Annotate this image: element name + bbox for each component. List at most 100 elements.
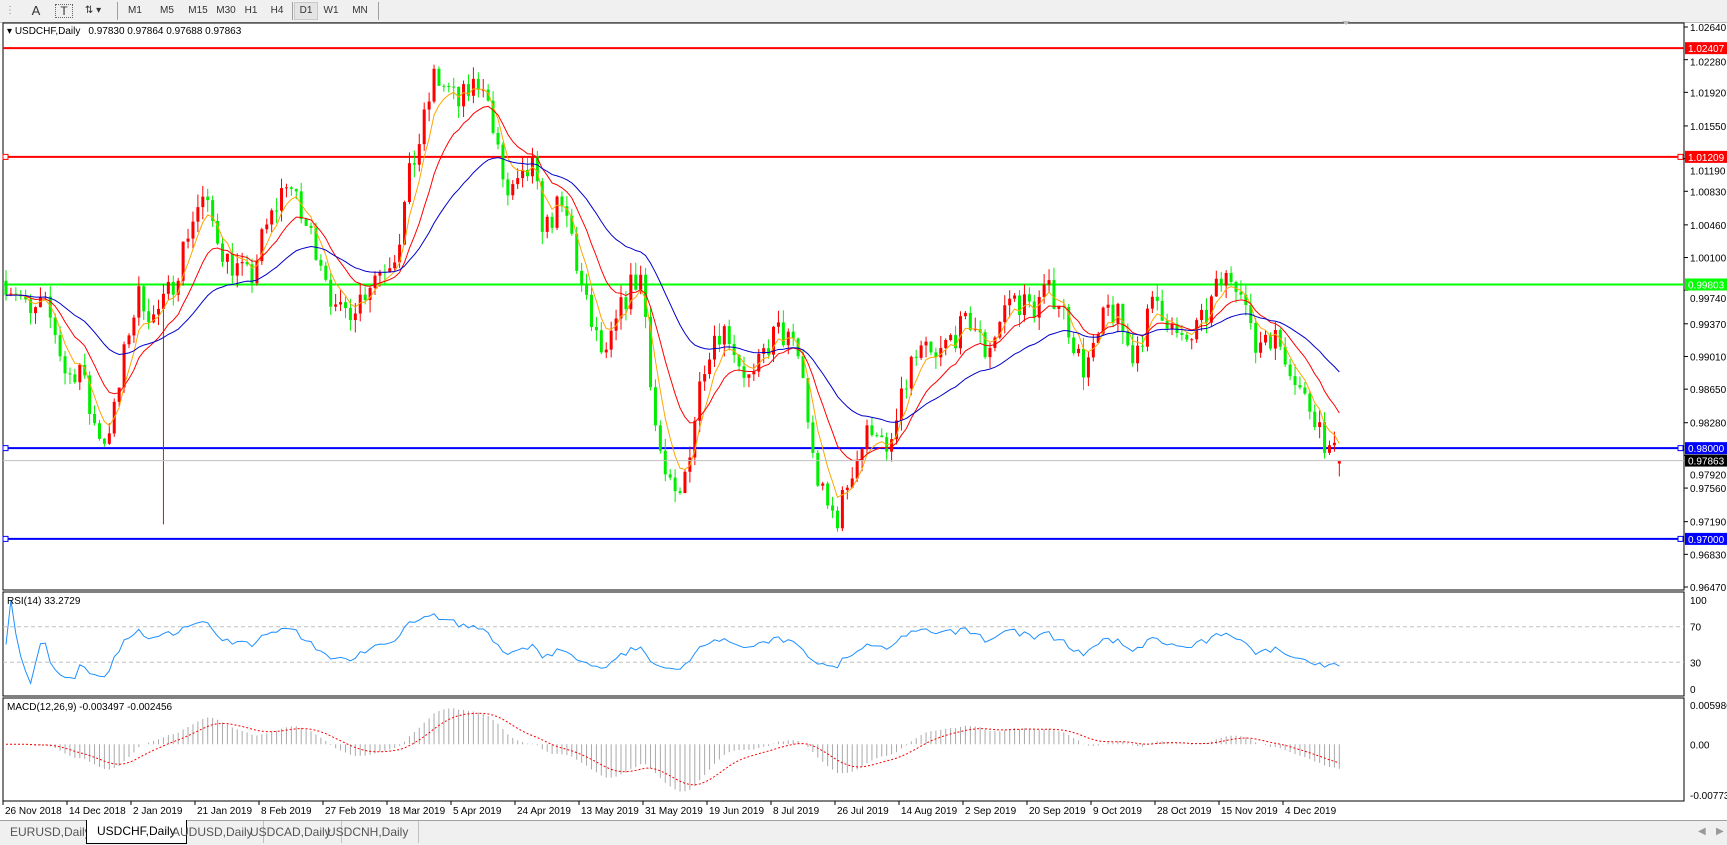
candle-body xyxy=(491,100,495,133)
candle-body xyxy=(107,433,111,444)
candle-body xyxy=(762,348,766,354)
timeframe-m5[interactable]: M5 xyxy=(160,5,174,16)
candle-body xyxy=(535,156,539,182)
candle-body xyxy=(1042,284,1046,297)
candle xyxy=(683,468,687,494)
rsi-axis-label: 0 xyxy=(1690,685,1696,696)
candle xyxy=(457,86,461,118)
price-chart[interactable]: 1.02640 1.02280 1.01920 1.01550 1.01190 1.008… xyxy=(0,0,1727,820)
candle xyxy=(1037,290,1041,331)
horizontal-levels[interactable]: 1.02407 1.01209 0.99803 0.98000 0.97000 xyxy=(2,42,1727,546)
tab-audusd[interactable]: AUDUSD,Daily xyxy=(162,821,264,843)
candle xyxy=(1150,291,1154,314)
candle-body xyxy=(540,181,544,232)
candle-body xyxy=(560,196,564,207)
candle-body xyxy=(437,68,441,86)
level-line-0.99803[interactable]: 0.99803 xyxy=(3,278,1727,291)
candle-body xyxy=(1013,295,1017,299)
candle-body xyxy=(1239,291,1243,295)
candle-body xyxy=(1244,294,1248,306)
candle xyxy=(762,343,766,364)
candle-body xyxy=(1121,303,1125,332)
candle xyxy=(663,438,667,482)
timeframe-mn[interactable]: MN xyxy=(352,5,368,16)
arrows-icon[interactable]: ⇅ ▾ xyxy=(84,5,102,16)
candle xyxy=(1091,334,1095,362)
candle xyxy=(870,417,874,437)
candle xyxy=(1268,332,1272,351)
candle-body xyxy=(1303,387,1307,394)
candle-body xyxy=(791,331,795,339)
candle xyxy=(826,481,830,509)
timeframe-m15[interactable]: M15 xyxy=(188,5,208,16)
scroll-left-icon[interactable]: ◀ xyxy=(1698,826,1706,837)
text-label-icon[interactable]: T xyxy=(55,4,73,18)
price-tick-label: 0.99740 xyxy=(1690,294,1727,305)
timeframe-m30[interactable]: M30 xyxy=(216,5,236,16)
tab-usdcad[interactable]: USDCAD,Daily xyxy=(240,821,342,843)
candle xyxy=(526,157,530,182)
candle-body xyxy=(860,449,864,462)
candle xyxy=(560,191,564,213)
candle xyxy=(727,319,731,351)
candle-body xyxy=(196,207,200,222)
chart-tabs: EURUSD,Daily USDCHF,Daily AUDUSD,Daily U… xyxy=(0,820,1727,845)
candle-body xyxy=(501,144,505,180)
scroll-right-icon[interactable]: ▶ xyxy=(1716,826,1724,837)
text-icon[interactable]: A xyxy=(31,3,41,18)
candle xyxy=(230,243,234,286)
time-tick-label: 13 May 2019 xyxy=(581,806,639,817)
candle-body xyxy=(747,374,751,378)
candle xyxy=(835,506,839,532)
timeframe-h4[interactable]: H4 xyxy=(270,5,284,16)
level-price-badge xyxy=(1685,532,1727,545)
candle xyxy=(958,311,962,355)
candle-body xyxy=(668,474,672,478)
candle-body xyxy=(526,169,530,177)
timeframe-d1[interactable]: D1 xyxy=(294,2,318,20)
candle xyxy=(437,66,441,86)
timeframe-h1[interactable]: H1 xyxy=(244,5,258,16)
candle xyxy=(732,334,736,364)
candle-body xyxy=(358,294,362,314)
candle-body xyxy=(339,302,343,305)
candle xyxy=(1096,331,1100,344)
candle-body xyxy=(14,293,18,295)
level-line-1.02407[interactable]: 1.02407 xyxy=(3,42,1727,55)
candle-body xyxy=(73,374,77,383)
candle xyxy=(988,342,992,368)
candle xyxy=(772,325,776,363)
candle-body xyxy=(1288,364,1292,377)
level-line-0.97000[interactable]: 0.97000 xyxy=(2,532,1727,546)
candle-body xyxy=(294,188,298,192)
timeframe-m1[interactable]: M1 xyxy=(128,5,142,16)
collapse-triangle-icon[interactable]: ▾ xyxy=(7,26,15,37)
candle-body xyxy=(1254,323,1258,353)
candle xyxy=(1254,318,1258,364)
timeframe-w1[interactable]: W1 xyxy=(323,5,339,16)
time-tick-label: 2 Jan 2019 xyxy=(133,806,183,817)
candle xyxy=(1234,280,1238,303)
candle xyxy=(206,188,210,213)
candle xyxy=(403,200,407,246)
candle-body xyxy=(280,188,284,211)
level-line-0.98000[interactable]: 0.98000 xyxy=(2,442,1727,455)
candle xyxy=(1013,293,1017,302)
level-handle-right xyxy=(1677,445,1684,452)
candle-body xyxy=(378,271,382,276)
rsi-axis-label: 30 xyxy=(1690,658,1702,669)
level-price-badge xyxy=(1685,278,1727,291)
candle xyxy=(673,469,677,503)
candle-body xyxy=(545,216,549,232)
moving-averages xyxy=(5,88,1340,498)
candle-body xyxy=(781,322,785,346)
chart-shift-marker-icon[interactable] xyxy=(1342,21,1350,25)
candle-body xyxy=(24,296,28,300)
tab-usdcnh[interactable]: USDCNH,Daily xyxy=(317,821,420,843)
candle-body xyxy=(624,297,628,310)
level-line-1.01209[interactable]: 1.01209 xyxy=(2,150,1727,164)
candle-body xyxy=(521,169,525,179)
candle-body xyxy=(904,388,908,390)
candle-body xyxy=(1268,334,1272,349)
candle xyxy=(447,82,451,93)
